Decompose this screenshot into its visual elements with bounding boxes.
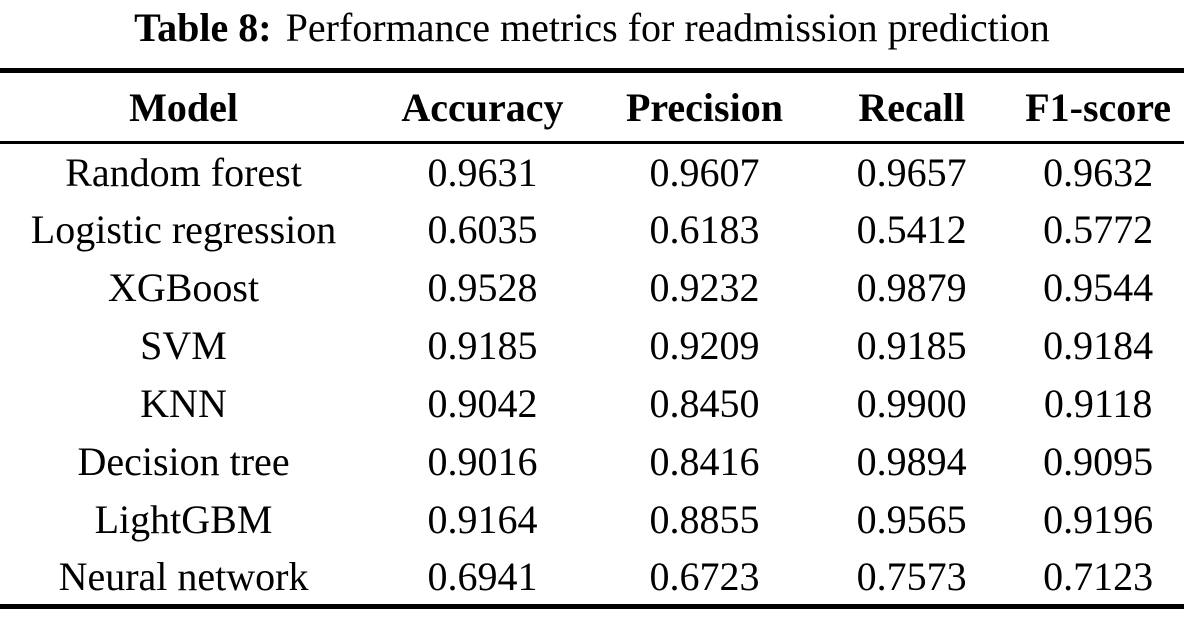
table-row: XGBoost 0.9528 0.9232 0.9879 0.9544 [0, 259, 1184, 317]
cell-recall: 0.9565 [856, 497, 967, 542]
table-row: SVM 0.9185 0.9209 0.9185 0.9184 [0, 317, 1184, 375]
cell-model: KNN [140, 381, 227, 426]
column-header-precision: Precision [625, 84, 783, 130]
column-header-f1-score: F1-score [1025, 84, 1172, 130]
table-row: LightGBM 0.9164 0.8855 0.9565 0.9196 [0, 491, 1184, 549]
cell-f1-score: 0.7123 [1043, 553, 1154, 599]
performance-metrics-table: Model Accuracy Precision Recall F1-score… [0, 68, 1184, 609]
cell-f1-score: 0.9544 [1043, 265, 1154, 310]
cell-model: Logistic regression [30, 207, 337, 252]
cell-precision: 0.9232 [649, 265, 760, 310]
cell-precision: 0.6183 [649, 207, 760, 252]
column-header-model: Model [129, 84, 238, 130]
cell-f1-score: 0.9184 [1043, 323, 1154, 368]
table-row: Logistic regression 0.6035 0.6183 0.5412… [0, 201, 1184, 259]
cell-model: XGBoost [107, 265, 260, 310]
cell-accuracy: 0.6941 [427, 553, 538, 599]
cell-precision: 0.8450 [649, 381, 760, 426]
cell-precision: 0.8416 [649, 439, 760, 484]
cell-model: LightGBM [94, 497, 273, 542]
cell-f1-score: 0.9196 [1043, 497, 1154, 542]
cell-accuracy: 0.9016 [427, 439, 538, 484]
table-caption: Table 8: Performance metrics for readmiss… [0, 0, 1184, 68]
table-caption-label: Table 8: [134, 5, 272, 50]
column-header-recall: Recall [858, 84, 965, 130]
cell-model: Neural network [58, 553, 309, 599]
column-header-accuracy: Accuracy [401, 84, 564, 130]
cell-precision: 0.9607 [649, 149, 760, 195]
cell-precision: 0.9209 [649, 323, 760, 368]
table-row: Decision tree 0.9016 0.8416 0.9894 0.909… [0, 433, 1184, 491]
cell-accuracy: 0.6035 [427, 207, 538, 252]
cell-recall: 0.9657 [856, 149, 967, 195]
table-row: KNN 0.9042 0.8450 0.9900 0.9118 [0, 375, 1184, 433]
cell-accuracy: 0.9631 [427, 149, 538, 195]
cell-accuracy: 0.9164 [427, 497, 538, 542]
cell-accuracy: 0.9042 [427, 381, 538, 426]
header-row: Model Accuracy Precision Recall F1-score [0, 71, 1184, 143]
cell-model: Decision tree [77, 439, 290, 484]
table-row: Neural network 0.6941 0.6723 0.7573 0.71… [0, 549, 1184, 607]
table-caption-text: Performance metrics for readmission pred… [285, 5, 1050, 50]
cell-recall: 0.7573 [856, 553, 967, 599]
cell-recall: 0.9894 [856, 439, 967, 484]
cell-f1-score: 0.9095 [1043, 439, 1154, 484]
cell-f1-score: 0.9118 [1043, 381, 1153, 426]
cell-accuracy: 0.9185 [427, 323, 538, 368]
cell-model: Random forest [65, 149, 302, 195]
cell-model: SVM [140, 323, 227, 368]
cell-f1-score: 0.5772 [1043, 207, 1154, 252]
cell-recall: 0.5412 [856, 207, 967, 252]
cell-precision: 0.8855 [649, 497, 760, 542]
cell-precision: 0.6723 [649, 553, 760, 599]
cell-recall: 0.9185 [856, 323, 967, 368]
cell-recall: 0.9900 [856, 381, 967, 426]
cell-f1-score: 0.9632 [1043, 149, 1154, 195]
cell-accuracy: 0.9528 [427, 265, 538, 310]
table-row: Random forest 0.9631 0.9607 0.9657 0.963… [0, 143, 1184, 201]
cell-recall: 0.9879 [856, 265, 967, 310]
